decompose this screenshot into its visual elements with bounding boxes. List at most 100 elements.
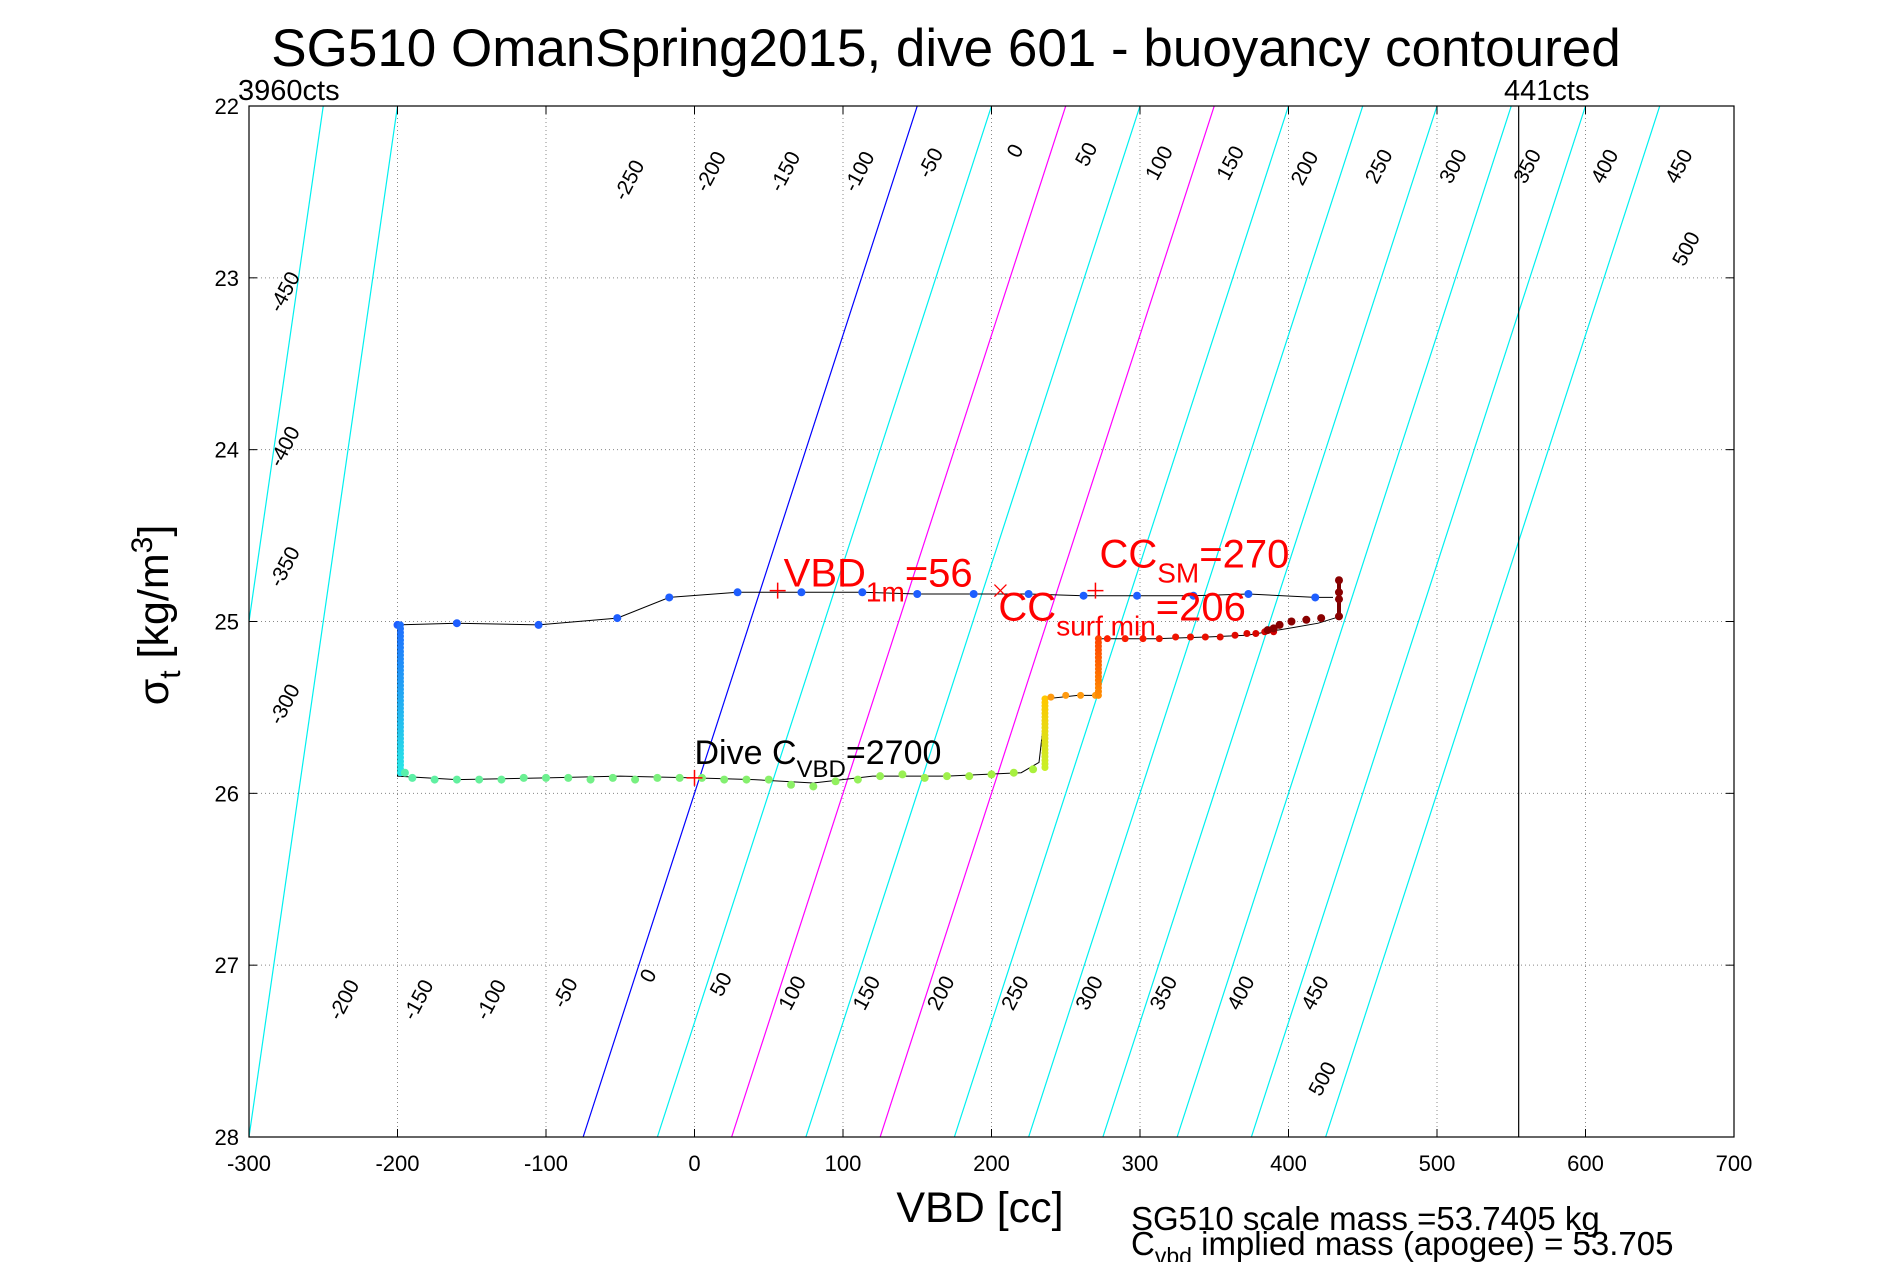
contour-label: -300: [265, 680, 305, 728]
bottom-point: [542, 773, 550, 782]
svg-text:σt [kg/m3]: σt [kg/m3]: [126, 525, 187, 706]
contour-label: -200: [324, 976, 364, 1024]
y-label-sub: t: [154, 670, 187, 679]
x-tick-label: 0: [688, 1151, 700, 1176]
descent-point: [913, 590, 922, 599]
y-tick-label: 28: [215, 1125, 239, 1150]
y-label-units: [kg/m: [130, 553, 178, 670]
contour-label: -400: [265, 423, 305, 471]
red-row-point: [1139, 635, 1147, 643]
grid: [248, 105, 1735, 1138]
contour-label: -150: [398, 976, 438, 1024]
contour-label: -50: [548, 974, 583, 1012]
contour-label: 0: [1003, 141, 1029, 162]
descent-point: [534, 620, 543, 629]
bottom-point: [965, 772, 974, 781]
bottom-point: [653, 773, 662, 782]
contour-label: -350: [265, 543, 305, 591]
footer-c: C: [1131, 1225, 1155, 1262]
contour-line: [249, 106, 399, 1137]
x-tick-label: 600: [1567, 1151, 1604, 1176]
bottom-point: [831, 777, 840, 786]
contour-label: 200: [923, 972, 960, 1014]
descent-point: [733, 588, 742, 597]
contour-line: [656, 106, 993, 1137]
contour-label: -100: [471, 976, 511, 1024]
footer-rest: implied mass (apogee) = 53.705: [1192, 1225, 1674, 1262]
dark-red-point: [1334, 588, 1343, 597]
bottom-point: [876, 772, 885, 781]
contour-line: [1028, 106, 1364, 1137]
red-row-point: [1121, 635, 1129, 643]
contour-line: [879, 106, 1215, 1137]
contour-label: 500: [1668, 228, 1705, 270]
x-tick-label: -100: [524, 1151, 568, 1176]
red-row-point: [1103, 635, 1111, 643]
descent-point: [797, 588, 806, 597]
contour-line: [953, 106, 1290, 1137]
x-tick-label: -300: [227, 1151, 271, 1176]
chart-title: SG510 OmanSpring2015, dive 601 - buoyanc…: [271, 19, 1620, 78]
descent-point: [1311, 593, 1320, 602]
y-tick-label: 26: [215, 781, 239, 806]
dark-red-point: [1317, 614, 1326, 623]
bottom-point: [1029, 765, 1038, 774]
cc-sm-marker: [1087, 582, 1104, 599]
contour-label: 350: [1509, 146, 1546, 188]
contour-line: [1102, 106, 1438, 1137]
contour-line: [805, 106, 1141, 1137]
bottom-point: [608, 773, 617, 782]
dark-red-point: [1269, 624, 1278, 633]
top-left-counts: 3960cts: [238, 75, 340, 107]
contour-label: 300: [1435, 146, 1472, 188]
bottom-point: [742, 775, 751, 784]
contour-label: 250: [997, 972, 1034, 1014]
y-tick-label: 22: [215, 94, 239, 119]
contour-label: 150: [1212, 142, 1249, 184]
contour-line: [1325, 106, 1661, 1137]
contour-label: 350: [1146, 972, 1183, 1014]
contour-label: 50: [1071, 139, 1102, 170]
bottom-point: [400, 768, 409, 777]
footer-implied-mass: Cvbd implied mass (apogee) = 53.705: [1131, 1225, 1673, 1262]
dark-red-point: [1334, 576, 1343, 585]
y-tick-label: 23: [215, 266, 239, 291]
x-tick-label: 300: [1122, 1151, 1159, 1176]
x-tick-label: 400: [1270, 1151, 1307, 1176]
footer-c-sub: vbd: [1155, 1243, 1192, 1262]
red-row-point: [1216, 633, 1224, 641]
contour-label: 500: [1304, 1058, 1341, 1100]
descent-point: [665, 593, 674, 602]
dark-red-point: [1275, 620, 1284, 629]
contour-labels: -250 -200 -150 -100 -50 0 50 100 150 200 250 300 350…: [265, 139, 1705, 1100]
dark-red-point: [1334, 612, 1343, 621]
bottom-point: [452, 775, 461, 784]
x-tick-label: 100: [825, 1151, 862, 1176]
bottom-point: [809, 782, 818, 791]
bottom-point: [920, 773, 929, 782]
cc-surf-marker: [993, 584, 1007, 598]
axes: -300 -200 -100 0 100 200 300 400 500 600 700222324…: [215, 94, 1753, 1176]
contour-label: 250: [1361, 146, 1398, 188]
descent-point: [1244, 590, 1253, 599]
red-row-point: [1243, 630, 1251, 638]
y-tick-label: 24: [215, 438, 239, 463]
contour-line: [0, 106, 26, 1137]
vbd1m-marker: [769, 582, 786, 599]
contour-label: -250: [609, 156, 649, 204]
dark-red-point: [1302, 615, 1311, 624]
descent-point: [1024, 590, 1033, 599]
yellow-column-point: [1041, 695, 1049, 703]
x-tick-label: 500: [1419, 1151, 1456, 1176]
bottom-point: [898, 770, 907, 779]
contour-label: -150: [765, 148, 805, 196]
contour-label: 200: [1287, 147, 1324, 189]
top-right-counts: 441cts: [1504, 75, 1589, 107]
contour-line: [1176, 106, 1512, 1137]
x-tick-label: -200: [375, 1151, 419, 1176]
contour-label: 300: [1071, 972, 1108, 1014]
cc-sm-label: CCSM=270: [1099, 533, 1289, 589]
descent-point: [1133, 591, 1142, 600]
